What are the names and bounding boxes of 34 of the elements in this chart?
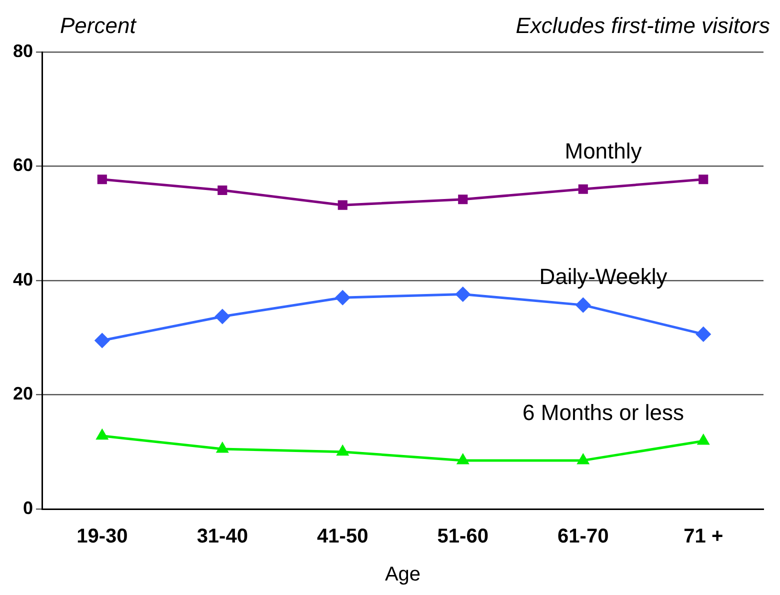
point bbox=[97, 174, 107, 184]
point bbox=[578, 184, 588, 194]
y-tick-label: 0 bbox=[23, 498, 34, 518]
point bbox=[576, 298, 590, 312]
point bbox=[457, 454, 468, 464]
x-tick-label: 19-30 bbox=[76, 526, 128, 548]
point bbox=[698, 434, 709, 445]
point bbox=[96, 430, 108, 440]
y-tick-label: 20 bbox=[12, 384, 34, 404]
point bbox=[337, 446, 348, 456]
point bbox=[696, 326, 711, 342]
x-tick-label: 41-50 bbox=[317, 526, 368, 548]
point bbox=[335, 290, 350, 305]
point bbox=[94, 333, 110, 348]
y-tick-label: 80 bbox=[12, 40, 34, 61]
x-tick-label: 71 + bbox=[684, 526, 724, 548]
point bbox=[216, 442, 228, 453]
y-axis-title: Percent bbox=[60, 13, 137, 38]
point bbox=[698, 174, 708, 184]
point bbox=[458, 194, 468, 204]
x-tick-label: 61-70 bbox=[558, 526, 609, 548]
y-tick-label: 40 bbox=[12, 269, 34, 290]
x-axis-title: Age bbox=[384, 564, 421, 586]
point bbox=[338, 200, 348, 210]
x-tick-label: 31-40 bbox=[196, 526, 248, 548]
series-label: Monthly bbox=[564, 138, 642, 164]
y-tick-label: 60 bbox=[12, 155, 34, 176]
point bbox=[578, 454, 589, 464]
x-tick-label: 51-60 bbox=[437, 526, 488, 548]
series-label: 6 Months or less bbox=[522, 400, 684, 426]
point bbox=[215, 309, 230, 324]
text: Excludes first-time visitors bbox=[516, 13, 770, 38]
point bbox=[456, 286, 470, 302]
point bbox=[218, 185, 228, 196]
